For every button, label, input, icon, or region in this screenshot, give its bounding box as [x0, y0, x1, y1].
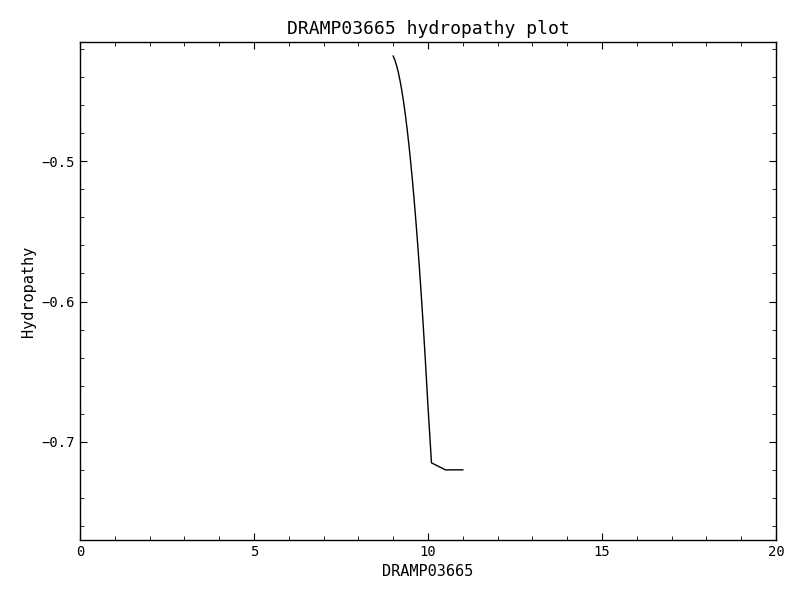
X-axis label: DRAMP03665: DRAMP03665	[382, 565, 474, 580]
Title: DRAMP03665 hydropathy plot: DRAMP03665 hydropathy plot	[286, 20, 570, 38]
Y-axis label: Hydropathy: Hydropathy	[21, 245, 36, 337]
